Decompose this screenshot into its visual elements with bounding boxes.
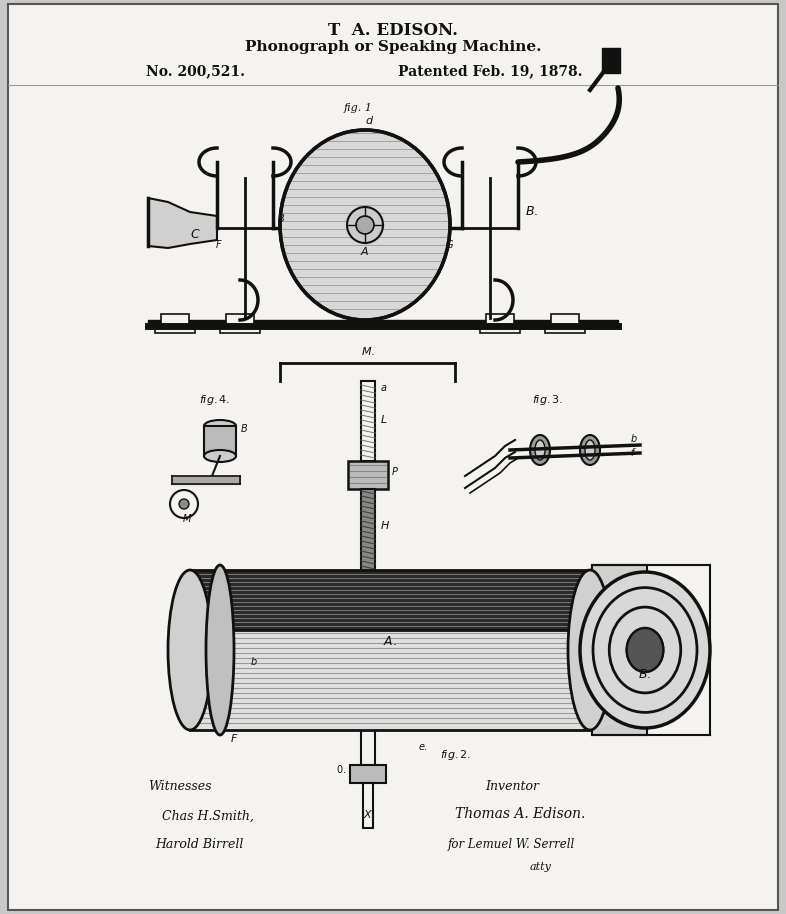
Text: $\it{P}$: $\it{P}$ — [361, 318, 369, 330]
Text: $\it{H}$: $\it{H}$ — [380, 519, 390, 531]
Text: $\it{C}$: $\it{C}$ — [190, 228, 200, 241]
Text: $\it{B}$: $\it{B}$ — [277, 212, 285, 224]
Bar — [480, 326, 520, 333]
Ellipse shape — [568, 570, 612, 730]
Bar — [220, 326, 260, 333]
Bar — [486, 314, 514, 328]
Text: $\it{B.}$: $\it{B.}$ — [638, 668, 652, 681]
Text: $\it{d}$: $\it{d}$ — [365, 114, 375, 126]
Ellipse shape — [347, 207, 383, 243]
Text: $\it{C.}$: $\it{C.}$ — [185, 640, 198, 653]
Ellipse shape — [204, 450, 236, 462]
Bar — [545, 326, 585, 333]
Polygon shape — [190, 570, 220, 730]
Text: $\it{F}$: $\it{F}$ — [230, 732, 238, 744]
Text: $\it{P}$: $\it{P}$ — [391, 465, 399, 477]
Ellipse shape — [204, 420, 236, 432]
Bar — [204, 426, 236, 456]
Text: $\it{e.}$: $\it{e.}$ — [418, 742, 428, 752]
Ellipse shape — [580, 435, 600, 465]
Text: atty: atty — [530, 862, 552, 872]
Text: $\it{0.}$: $\it{0.}$ — [336, 763, 346, 775]
Ellipse shape — [168, 570, 212, 730]
Bar — [190, 630, 590, 730]
Text: $\it{X}$: $\it{X}$ — [363, 808, 373, 820]
Bar — [350, 765, 386, 783]
Text: $\it{B}$: $\it{B}$ — [240, 422, 248, 434]
Text: $\it{b}$: $\it{b}$ — [250, 655, 258, 667]
Text: $\it{b}$: $\it{b}$ — [630, 432, 637, 444]
Circle shape — [179, 499, 189, 509]
Bar — [161, 314, 189, 328]
Polygon shape — [148, 198, 217, 248]
Text: No. 200,521.: No. 200,521. — [145, 64, 244, 78]
Ellipse shape — [280, 130, 450, 320]
Bar — [226, 314, 254, 328]
Text: Phonograph or Speaking Machine.: Phonograph or Speaking Machine. — [244, 40, 542, 54]
Text: $\it{a}$: $\it{a}$ — [380, 383, 387, 393]
Circle shape — [170, 490, 198, 518]
Bar — [551, 314, 579, 328]
Text: Patented Feb. 19, 1878.: Patented Feb. 19, 1878. — [398, 64, 582, 78]
Text: $\it{fig. 3.}$: $\it{fig. 3.}$ — [532, 393, 564, 407]
Text: $\it{M.}$: $\it{M.}$ — [361, 345, 375, 357]
Text: for Lemuel W. Serrell: for Lemuel W. Serrell — [448, 838, 575, 851]
Text: $\it{A.}$: $\it{A.}$ — [383, 635, 397, 648]
Text: $\it{fig. 2.}$: $\it{fig. 2.}$ — [440, 748, 472, 762]
Ellipse shape — [626, 628, 663, 672]
Text: $\it{B.}$: $\it{B.}$ — [525, 205, 538, 218]
Text: $\it{fig. 4.}$: $\it{fig. 4.}$ — [200, 393, 230, 407]
Bar — [363, 783, 373, 828]
Text: fig. 1: fig. 1 — [343, 103, 373, 113]
Ellipse shape — [206, 565, 234, 735]
Bar — [592, 565, 647, 735]
Ellipse shape — [585, 440, 595, 460]
Text: T  A. EDISON.: T A. EDISON. — [328, 22, 458, 39]
Bar — [361, 489, 375, 595]
Bar — [155, 326, 195, 333]
Ellipse shape — [580, 572, 710, 728]
Text: $\it{G}$: $\it{G}$ — [445, 238, 454, 250]
Text: $\it{F}$: $\it{F}$ — [215, 238, 222, 250]
Ellipse shape — [530, 435, 550, 465]
Text: Chas H.Smith,: Chas H.Smith, — [162, 810, 254, 823]
Bar — [361, 381, 375, 461]
Bar — [348, 461, 388, 489]
Text: $\it{f}$: $\it{f}$ — [630, 446, 637, 458]
Text: Witnesses: Witnesses — [148, 780, 211, 793]
Ellipse shape — [356, 216, 374, 234]
Text: $\it{L}$: $\it{L}$ — [380, 413, 387, 425]
Text: $\it{A}$: $\it{A}$ — [360, 245, 369, 257]
Text: Thomas A. Edison.: Thomas A. Edison. — [455, 807, 586, 821]
Ellipse shape — [535, 440, 545, 460]
Text: Inventor: Inventor — [485, 780, 539, 793]
Polygon shape — [172, 476, 240, 484]
Text: $\it{M}$: $\it{M}$ — [182, 512, 192, 524]
Bar — [190, 570, 590, 630]
Text: Harold Birrell: Harold Birrell — [155, 838, 244, 851]
Bar — [361, 730, 375, 765]
